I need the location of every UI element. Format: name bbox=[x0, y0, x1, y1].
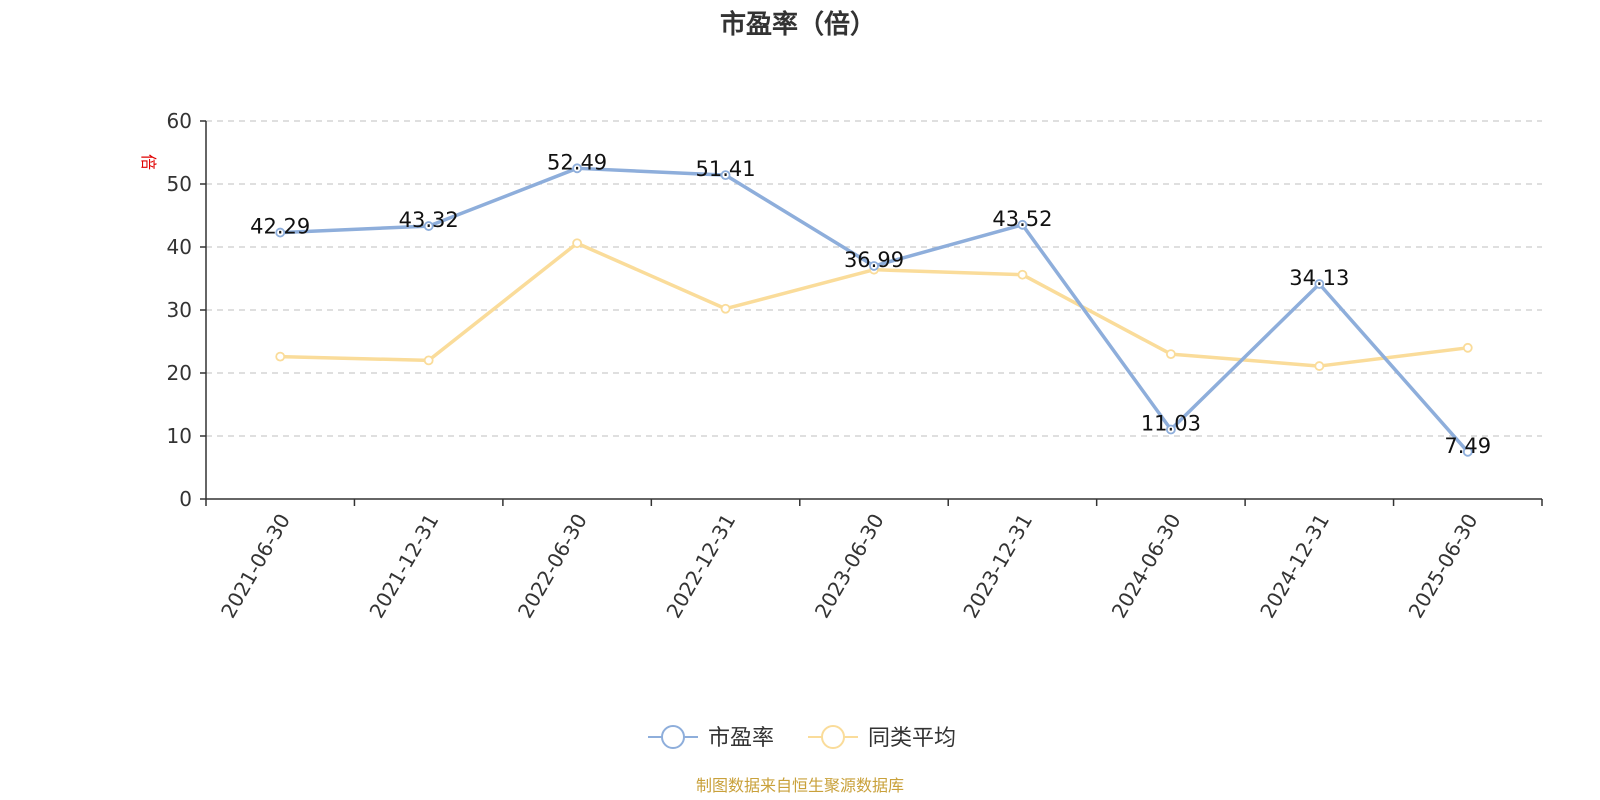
x-tick-label: 2024-06-30 bbox=[1107, 510, 1186, 623]
data-point[interactable] bbox=[572, 163, 583, 174]
data-label: 7.49 bbox=[1444, 434, 1491, 458]
x-tick-label: 2024-12-31 bbox=[1255, 510, 1334, 623]
data-label: 42.29 bbox=[250, 215, 310, 239]
data-point[interactable] bbox=[720, 303, 731, 314]
data-point[interactable] bbox=[869, 261, 879, 271]
data-point[interactable] bbox=[275, 227, 286, 238]
grid-lines bbox=[206, 120, 1542, 437]
y-tick-label: 50 bbox=[167, 172, 192, 196]
y-tick-label: 30 bbox=[167, 298, 192, 322]
x-tick-label: 2021-12-31 bbox=[364, 509, 443, 622]
legend-item[interactable]: 同类平均 bbox=[808, 725, 956, 751]
y-tick-label: 10 bbox=[167, 424, 192, 448]
x-tick-label: 2022-12-31 bbox=[661, 510, 740, 623]
data-label: 34.13 bbox=[1289, 266, 1349, 290]
data-point[interactable] bbox=[1314, 279, 1325, 289]
y-tick-label: 60 bbox=[167, 109, 192, 133]
data-point[interactable] bbox=[1314, 361, 1325, 371]
data-point[interactable] bbox=[1165, 424, 1176, 435]
chart-title: 市盈率（倍） bbox=[720, 9, 876, 40]
data-label: 52.49 bbox=[547, 150, 607, 174]
x-tick-label: 2022-06-30 bbox=[513, 510, 592, 623]
data-point[interactable] bbox=[1462, 342, 1473, 353]
y-tick-labels: 0 10 20 30 40 50 60 bbox=[167, 109, 192, 511]
x-tick-labels: 2021-06-30 2021-12-31 2022-06-30 2022-12-31… bbox=[216, 509, 1482, 622]
axes bbox=[200, 120, 1543, 506]
legend-circle-icon bbox=[661, 725, 685, 749]
series-group bbox=[275, 163, 1473, 457]
legend-label: 同类平均 bbox=[868, 726, 956, 751]
y-tick-label: 20 bbox=[167, 361, 192, 385]
data-point[interactable] bbox=[423, 355, 434, 366]
data-point[interactable] bbox=[1462, 446, 1473, 457]
data-point[interactable] bbox=[423, 221, 434, 231]
legend-item[interactable]: 市盈率 bbox=[648, 725, 774, 751]
y-tick-label: 40 bbox=[167, 235, 192, 259]
data-point[interactable] bbox=[1017, 269, 1028, 280]
data-point[interactable] bbox=[1017, 219, 1028, 230]
data-label: 51.41 bbox=[695, 157, 755, 181]
legend-label: 市盈率 bbox=[708, 726, 774, 751]
y-axis-unit: 倍 bbox=[139, 154, 158, 170]
data-label: 43.32 bbox=[399, 208, 459, 232]
data-label: 36.99 bbox=[844, 248, 904, 272]
data-point[interactable] bbox=[1165, 349, 1176, 360]
data-point[interactable] bbox=[720, 170, 731, 181]
legend-circle-icon bbox=[821, 725, 845, 749]
x-tick-label: 2021-06-30 bbox=[216, 510, 295, 623]
data-point[interactable] bbox=[572, 238, 583, 249]
data-labels: 42.29 43.32 52.49 51.41 36.99 43.52 11.03 34.13… bbox=[250, 150, 1491, 458]
data-label: 11.03 bbox=[1141, 412, 1201, 436]
data-label: 43.52 bbox=[992, 207, 1052, 231]
x-tick-label: 2023-12-31 bbox=[958, 510, 1037, 623]
x-tick-label: 2025-06-30 bbox=[1404, 510, 1483, 623]
x-tick-label: 2023-06-30 bbox=[810, 510, 889, 623]
source-note: 制图数据来自恒生聚源数据库 bbox=[696, 776, 904, 795]
legend[interactable]: 市盈率 同类平均 bbox=[648, 725, 956, 751]
y-tick-label: 0 bbox=[179, 487, 192, 511]
data-point[interactable] bbox=[275, 351, 286, 362]
